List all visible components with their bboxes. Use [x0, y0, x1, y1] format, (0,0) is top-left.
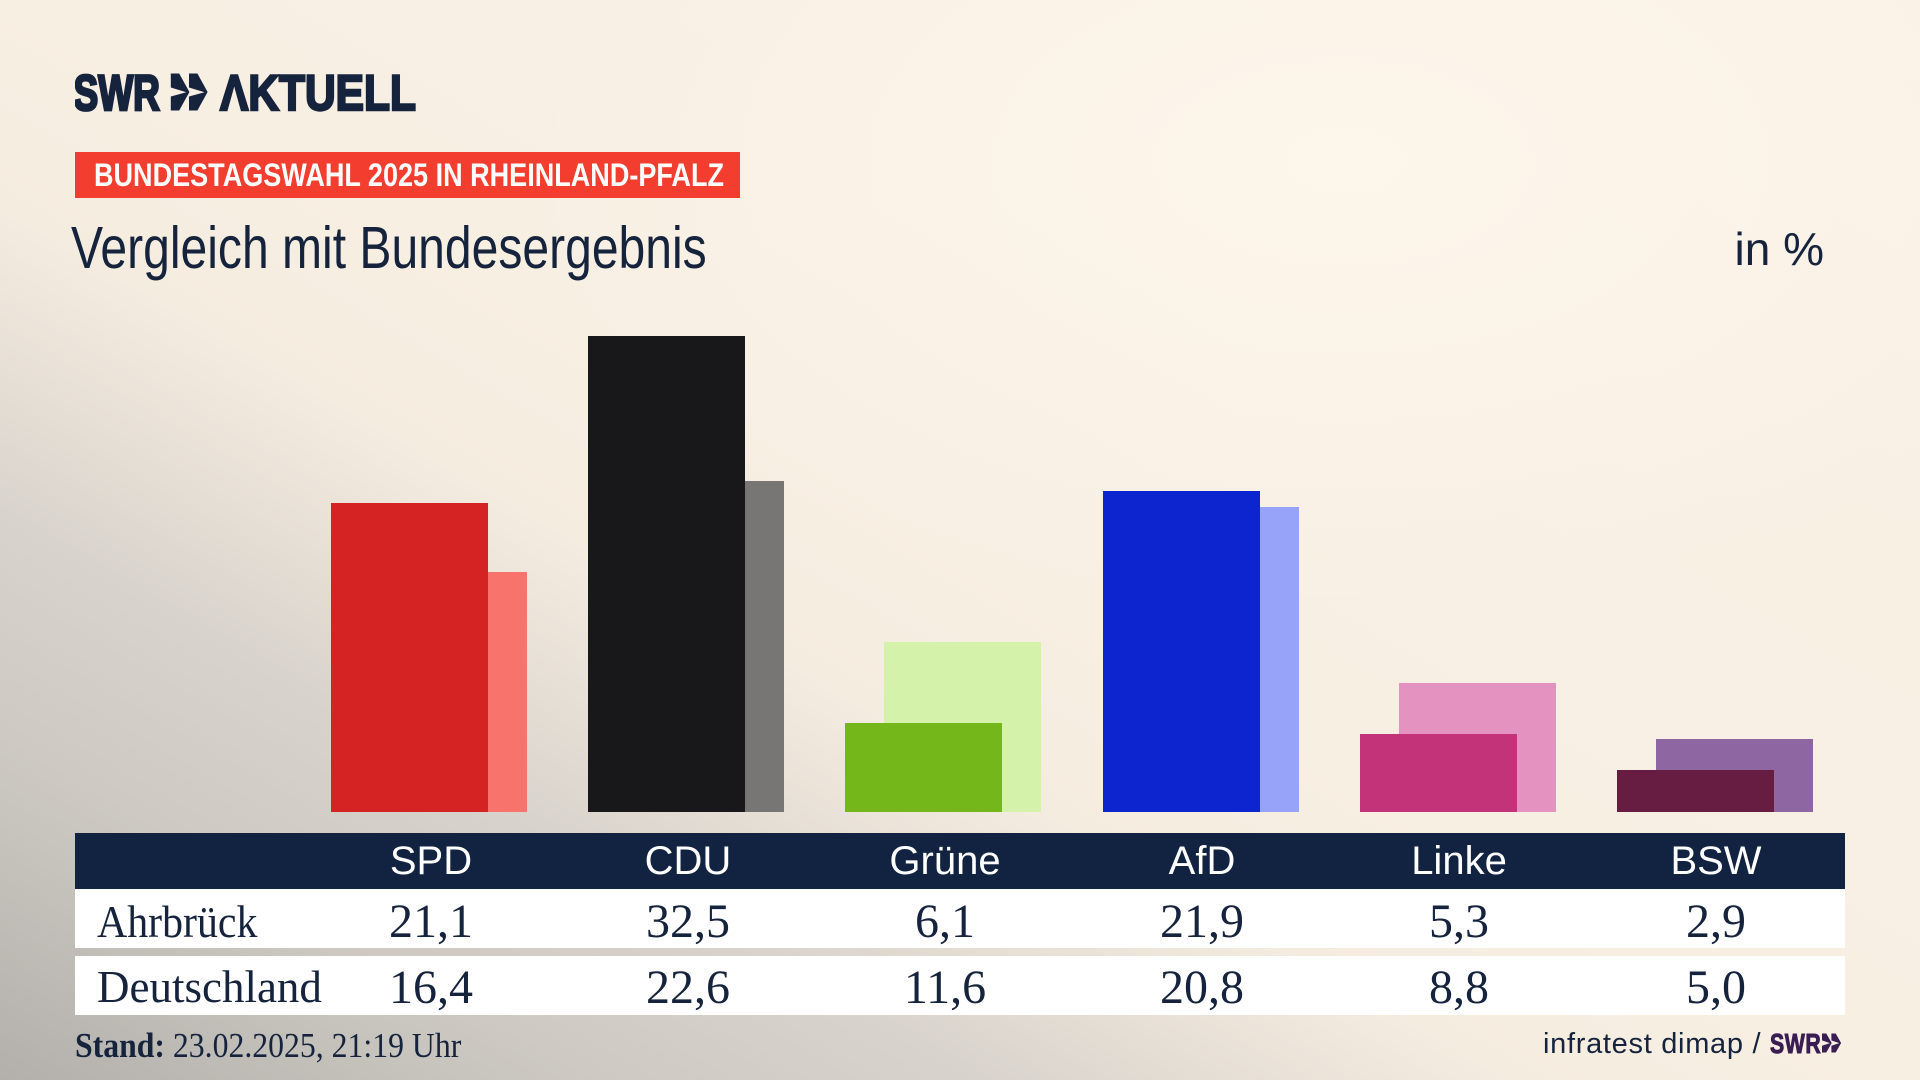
svg-text:SWR: SWR [75, 68, 160, 118]
svg-text:ΛKTUELL: ΛKTUELL [220, 68, 416, 118]
svg-text:SWR: SWR [1770, 1033, 1821, 1057]
